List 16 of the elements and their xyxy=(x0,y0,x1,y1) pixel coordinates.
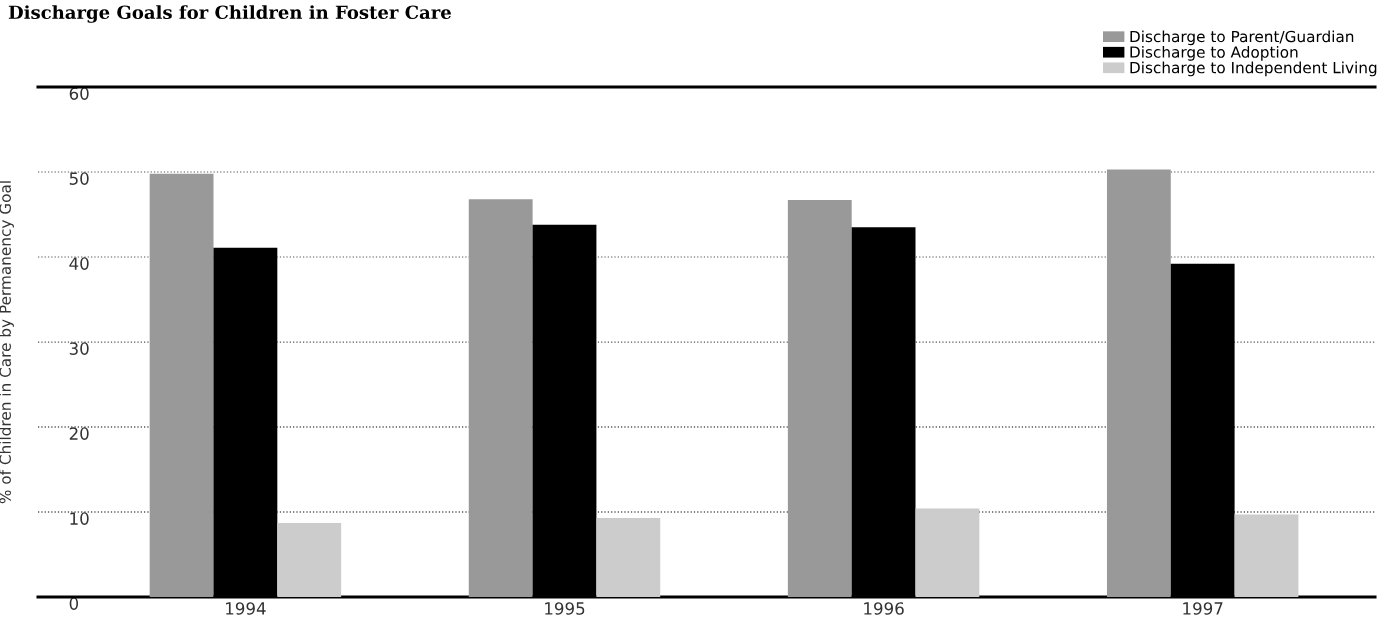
y-tick-label: 0 xyxy=(69,597,79,610)
x-tick-label: 1996 xyxy=(864,602,904,615)
y-tick-label: 50 xyxy=(69,172,89,185)
legend-label: Discharge to Adoption xyxy=(1130,45,1298,61)
y-tick-label: 30 xyxy=(69,342,89,355)
y-tick-label: 20 xyxy=(69,427,89,440)
x-tick-label: 1994 xyxy=(226,602,266,615)
y-tick-label: 10 xyxy=(70,512,89,525)
chart-title: Discharge Goals for Children in Foster Care xyxy=(8,5,451,23)
y-tick-label: 40 xyxy=(69,257,89,270)
y-tick-label: 60 xyxy=(69,87,89,100)
y-axis-title: % of Children in Care by Permanency Goal xyxy=(0,181,14,504)
x-tick-label: 1997 xyxy=(1183,602,1223,615)
legend-label: Discharge to Independent Living xyxy=(1130,61,1377,77)
legend-label: Discharge to Parent/Guardian xyxy=(1130,30,1354,46)
x-tick-label: 1995 xyxy=(545,602,585,615)
